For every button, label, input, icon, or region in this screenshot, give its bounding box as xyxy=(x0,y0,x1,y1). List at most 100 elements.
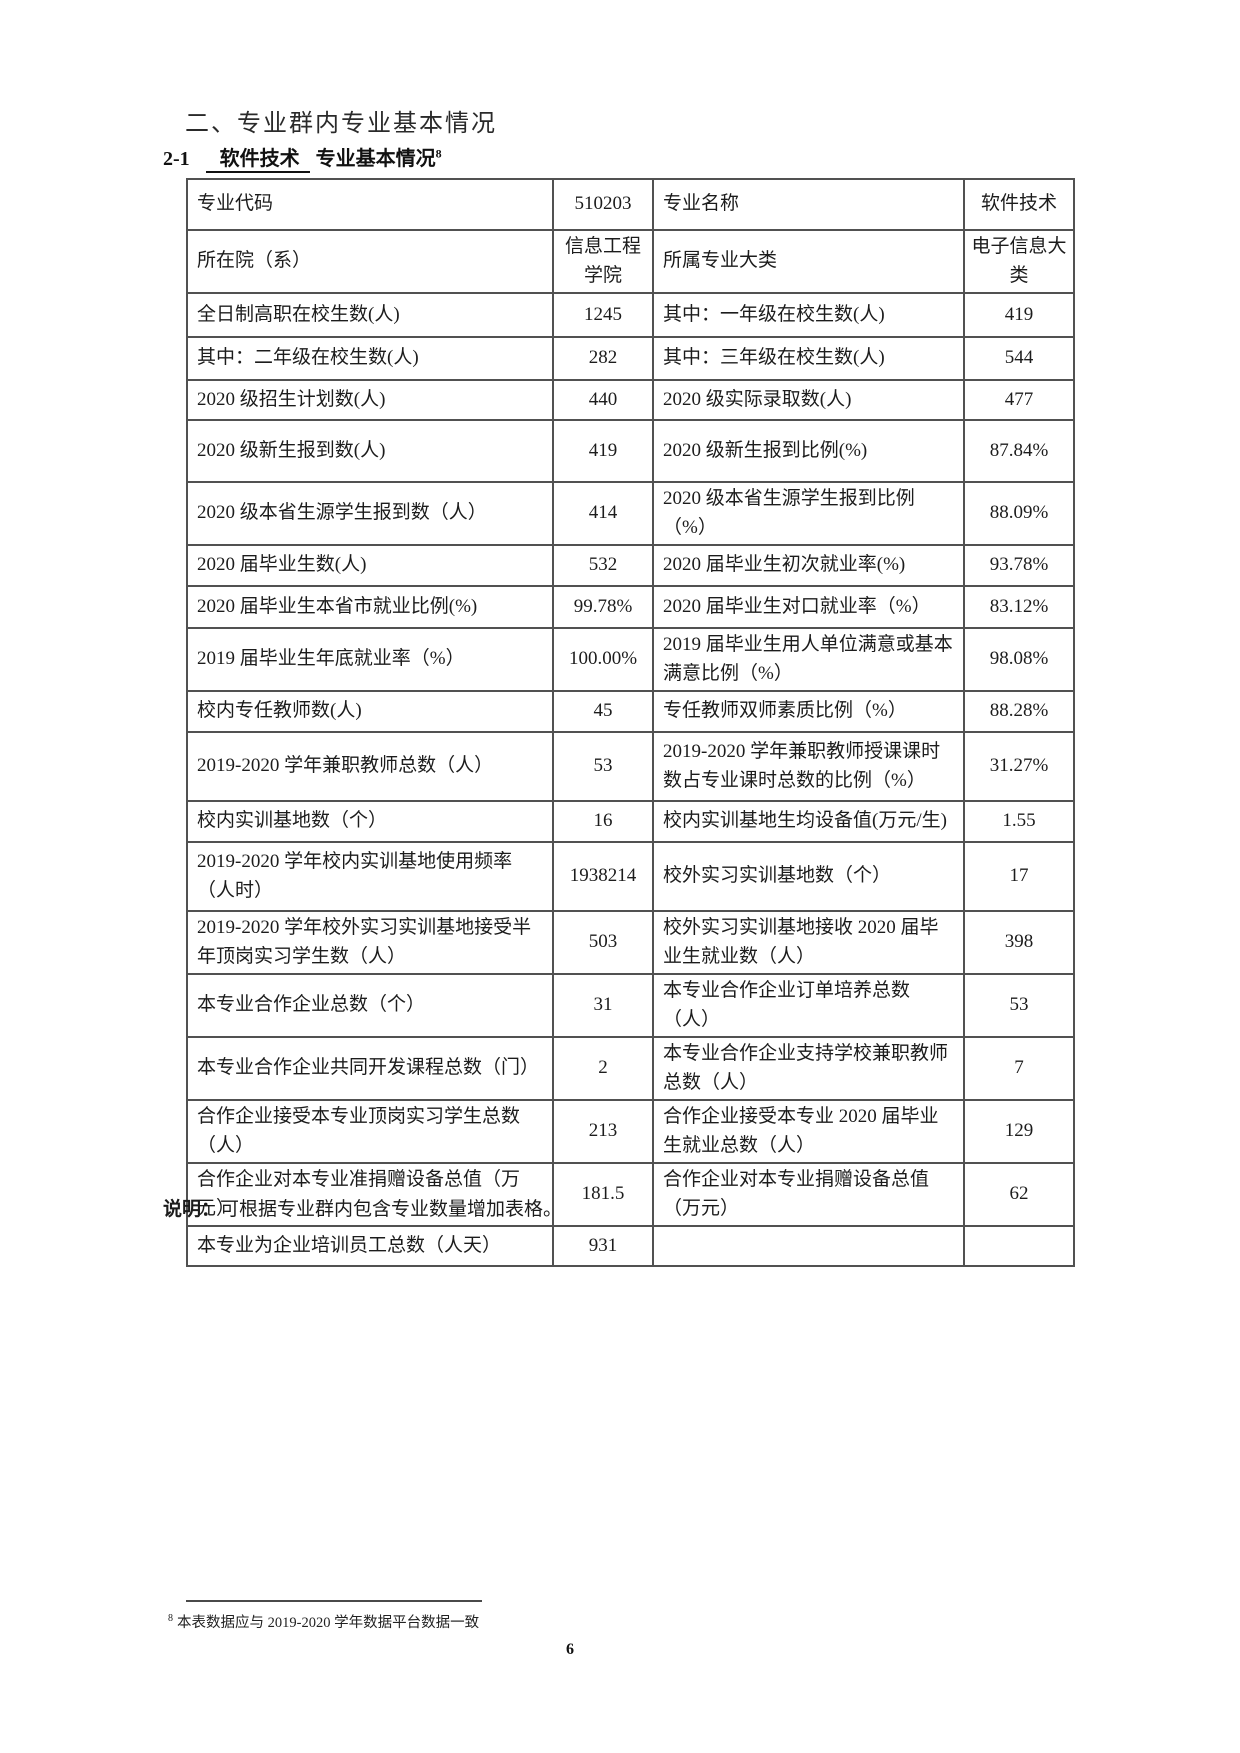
value-cell-left: 532 xyxy=(552,544,654,587)
value-cell-left: 99.78% xyxy=(552,585,654,629)
value-cell-left: 100.00% xyxy=(552,627,654,692)
subtitle-number: 2-1 xyxy=(163,148,190,170)
value-cell-left: 53 xyxy=(552,731,654,802)
label-cell-right: 其中：一年级在校生数(人) xyxy=(652,292,965,338)
label-cell-right: 专任教师双师素质比例（%） xyxy=(652,690,965,733)
table-row: 专业代码 510203 专业名称 软件技术 xyxy=(186,178,1075,231)
label-cell-left: 校内专任教师数(人) xyxy=(186,690,554,733)
value-cell-left: 31 xyxy=(552,973,654,1038)
value-cell-right: 88.09% xyxy=(963,481,1075,546)
table-row: 本专业为企业培训员工总数（人天） 931 xyxy=(186,1225,1075,1267)
table-row: 2020 级本省生源学生报到数（人） 414 2020 级本省生源学生报到比例（… xyxy=(186,481,1075,546)
footnote-reference: 8 xyxy=(435,146,442,161)
value-cell-right: 1.55 xyxy=(963,800,1075,843)
table-row: 2019-2020 学年兼职教师总数（人） 53 2019-2020 学年兼职教… xyxy=(186,731,1075,802)
label-cell-right: 2019 届毕业生用人单位满意或基本满意比例（%） xyxy=(652,627,965,692)
table-note: 说明：可根据专业群内包含专业数量增加表格。 xyxy=(163,1194,562,1221)
table-row: 本专业合作企业总数（个） 31 本专业合作企业订单培养总数（人） 53 xyxy=(186,973,1075,1038)
table-row: 2019 届毕业生年底就业率（%） 100.00% 2019 届毕业生用人单位满… xyxy=(186,627,1075,692)
label-cell-right: 2020 级实际录取数(人) xyxy=(652,379,965,421)
label-cell-right: 其中：三年级在校生数(人) xyxy=(652,336,965,381)
label-cell-right: 校内实训基地生均设备值(万元/生) xyxy=(652,800,965,843)
footnote: 8 本表数据应与 2019-2020 学年数据平台数据一致 xyxy=(168,1611,479,1632)
value-cell-right: 31.27% xyxy=(963,731,1075,802)
label-cell-left: 本专业合作企业总数（个） xyxy=(186,973,554,1038)
section-subtitle: 2-1 软件技术 专业基本情况8 xyxy=(163,142,442,173)
value-cell-right: 93.78% xyxy=(963,544,1075,587)
label-cell-right: 本专业合作企业订单培养总数（人） xyxy=(652,973,965,1038)
value-cell-left: 213 xyxy=(552,1099,654,1164)
label-cell-left: 2020 级本省生源学生报到数（人） xyxy=(186,481,554,546)
label-cell-right: 2020 级新生报到比例(%) xyxy=(652,419,965,483)
label-cell-left: 2019-2020 学年兼职教师总数（人） xyxy=(186,731,554,802)
label-cell-right: 本专业合作企业支持学校兼职教师总数（人） xyxy=(652,1036,965,1101)
page-number: 6 xyxy=(566,1641,574,1658)
footnote-marker: 8 xyxy=(168,1613,173,1625)
value-cell-left: 信息工程学院 xyxy=(552,229,654,294)
value-cell-right: 7 xyxy=(963,1036,1075,1101)
value-cell-left: 1938214 xyxy=(552,841,654,912)
label-cell-left: 其中：二年级在校生数(人) xyxy=(186,336,554,381)
value-cell-right: 87.84% xyxy=(963,419,1075,483)
value-cell-left: 181.5 xyxy=(552,1162,654,1227)
value-cell-left: 282 xyxy=(552,336,654,381)
table-row: 其中：二年级在校生数(人) 282 其中：三年级在校生数(人) 544 xyxy=(186,336,1075,381)
table-row: 全日制高职在校生数(人) 1245 其中：一年级在校生数(人) 419 xyxy=(186,292,1075,338)
value-cell-right: 98.08% xyxy=(963,627,1075,692)
label-cell-right: 合作企业对本专业捐赠设备总值（万元） xyxy=(652,1162,965,1227)
label-cell-left: 本专业合作企业共同开发课程总数（门） xyxy=(186,1036,554,1101)
label-cell-right: 2020 届毕业生初次就业率(%) xyxy=(652,544,965,587)
value-cell-right: 53 xyxy=(963,973,1075,1038)
value-cell-right: 17 xyxy=(963,841,1075,912)
label-cell-left: 本专业为企业培训员工总数（人天） xyxy=(186,1225,554,1267)
label-cell-left: 2019-2020 学年校内实训基地使用频率（人时） xyxy=(186,841,554,912)
label-cell-right: 2020 级本省生源学生报到比例（%） xyxy=(652,481,965,546)
value-cell-right xyxy=(963,1225,1075,1267)
label-cell-left: 2020 届毕业生本省市就业比例(%) xyxy=(186,585,554,629)
value-cell-right: 477 xyxy=(963,379,1075,421)
value-cell-left: 503 xyxy=(552,910,654,975)
label-cell-right: 专业名称 xyxy=(652,178,965,231)
section-title: 二、专业群内专业基本情况 xyxy=(185,111,497,137)
label-cell-left: 2020 级新生报到数(人) xyxy=(186,419,554,483)
label-cell-right: 合作企业接受本专业 2020 届毕业生就业总数（人） xyxy=(652,1099,965,1164)
table-row: 2020 级新生报到数(人) 419 2020 级新生报到比例(%) 87.84… xyxy=(186,419,1075,483)
footnote-text: 本表数据应与 2019-2020 学年数据平台数据一致 xyxy=(177,1615,480,1631)
value-cell-left: 931 xyxy=(552,1225,654,1267)
table-row: 2020 级招生计划数(人) 440 2020 级实际录取数(人) 477 xyxy=(186,379,1075,421)
label-cell-right: 所属专业大类 xyxy=(652,229,965,294)
table-row: 所在院（系） 信息工程学院 所属专业大类 电子信息大类 xyxy=(186,229,1075,294)
footnote-divider xyxy=(186,1600,482,1602)
label-cell-right: 校外实习实训基地接收 2020 届毕业生就业数（人） xyxy=(652,910,965,975)
value-cell-right: 62 xyxy=(963,1162,1075,1227)
table-row: 合作企业对本专业准捐赠设备总值（万元） 181.5 合作企业对本专业捐赠设备总值… xyxy=(186,1162,1075,1227)
label-cell-left: 合作企业接受本专业顶岗实习学生总数（人） xyxy=(186,1099,554,1164)
label-cell-left: 2020 级招生计划数(人) xyxy=(186,379,554,421)
value-cell-left: 1245 xyxy=(552,292,654,338)
label-cell-left: 所在院（系） xyxy=(186,229,554,294)
value-cell-right: 129 xyxy=(963,1099,1075,1164)
label-cell-left: 2019 届毕业生年底就业率（%） xyxy=(186,627,554,692)
value-cell-left: 440 xyxy=(552,379,654,421)
value-cell-left: 45 xyxy=(552,690,654,733)
label-cell-right: 2019-2020 学年兼职教师授课课时数占专业课时总数的比例（%） xyxy=(652,731,965,802)
subtitle-major-name: 软件技术 xyxy=(205,148,310,173)
value-cell-left: 510203 xyxy=(552,178,654,231)
value-cell-left: 16 xyxy=(552,800,654,843)
table-row: 2019-2020 学年校外实习实训基地接受半年顶岗实习学生数（人） 503 校… xyxy=(186,910,1075,975)
value-cell-right: 88.28% xyxy=(963,690,1075,733)
note-text: 可根据专业群内包含专业数量增加表格。 xyxy=(220,1199,563,1220)
value-cell-right: 544 xyxy=(963,336,1075,381)
label-cell-right xyxy=(652,1225,965,1267)
value-cell-right: 398 xyxy=(963,910,1075,975)
value-cell-right: 419 xyxy=(963,292,1075,338)
table-row: 2020 届毕业生数(人) 532 2020 届毕业生初次就业率(%) 93.7… xyxy=(186,544,1075,587)
label-cell-left: 校内实训基地数（个） xyxy=(186,800,554,843)
label-cell-right: 校外实习实训基地数（个） xyxy=(652,841,965,912)
value-cell-left: 414 xyxy=(552,481,654,546)
label-cell-left: 2019-2020 学年校外实习实训基地接受半年顶岗实习学生数（人） xyxy=(186,910,554,975)
label-cell-right: 2020 届毕业生对口就业率（%） xyxy=(652,585,965,629)
value-cell-right: 电子信息大类 xyxy=(963,229,1075,294)
table-row: 2020 届毕业生本省市就业比例(%) 99.78% 2020 届毕业生对口就业… xyxy=(186,585,1075,629)
